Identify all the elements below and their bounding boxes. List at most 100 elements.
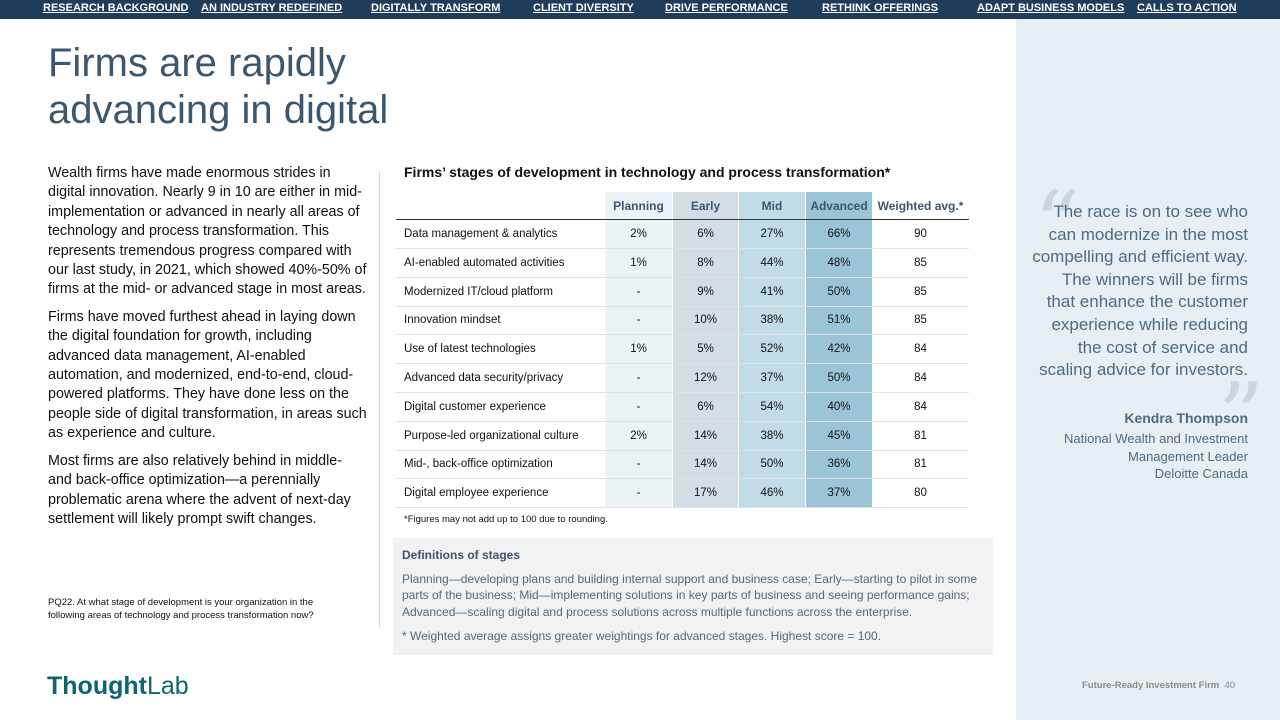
table-cell: 37% (760, 372, 784, 384)
table-cell: 38% (760, 429, 784, 442)
table-cell: 14% (693, 429, 718, 442)
row-label: Purpose-led organizational culture (404, 429, 579, 442)
table-cell: 85 (914, 314, 927, 327)
page-number: 40 (1224, 680, 1236, 691)
table-row: Modernized IT/cloud platform - 9% 41% 50% 85 (396, 278, 969, 307)
table-title: Firms’ stages of development in technolo… (404, 164, 891, 180)
table-cell: 36% (827, 458, 851, 471)
table-cell: 84 (914, 372, 927, 384)
intro-paragraph-2: Firms have moved furthest ahead in layin… (48, 308, 367, 442)
top-nav: RESEARCH BACKGROUND AN INDUSTRY REDEFINE… (0, 0, 1280, 19)
survey-question: PQ22. At what stage of development is yo… (48, 597, 314, 621)
table-row: Data management & analytics 2% 6% 27% 66% 90 (396, 220, 969, 249)
nav-an-industry-redefined[interactable]: AN INDUSTRY REDEFINED (201, 2, 343, 14)
nav-research-background[interactable]: RESEARCH BACKGROUND (43, 2, 189, 14)
row-label: Advanced data security/privacy (404, 372, 564, 384)
row-label: Digital customer experience (404, 400, 546, 413)
table-cell: 84 (914, 400, 927, 413)
table-cell: 52% (760, 343, 784, 356)
table-cell: 48% (827, 256, 851, 269)
table-cell: 5% (697, 343, 714, 356)
quote-side-panel (1016, 19, 1280, 720)
table-row: Innovation mindset - 10% 38% 51% 85 (396, 306, 969, 336)
table-cell: 42% (827, 343, 851, 356)
table-cell: 2% (630, 429, 647, 442)
table-cell: 90 (914, 228, 927, 240)
quote-author-org: Deloitte Canada (1154, 466, 1248, 481)
table-cell: 38% (760, 314, 784, 327)
table-cell: 51% (827, 314, 851, 327)
intro-paragraph-1: Wealth firms have made enormous strides … (48, 165, 367, 298)
page-footer: Future-Ready Investment Firm 40 (1082, 680, 1235, 691)
table-cell: 1% (630, 256, 647, 269)
table-cell: - (636, 458, 641, 471)
nav-digitally-transform[interactable]: DIGITALLY TRANSFORM (371, 2, 501, 14)
nav-rethink-offerings[interactable]: RETHINK OFFERINGS (822, 2, 939, 14)
intro-text: Wealth firms have made enormous strides … (48, 164, 368, 537)
mid-column-bg (739, 192, 805, 508)
quote-author-role: National Wealth and Investment Managemen… (1063, 431, 1248, 464)
row-label: Mid-, back-office optimization (404, 458, 553, 471)
row-label: Use of latest technologies (404, 343, 536, 356)
header-mid: Mid (761, 199, 783, 213)
table-cell: - (636, 285, 641, 298)
thoughtlab-logo: ThoughtLab (47, 672, 189, 700)
table-cell: 27% (760, 228, 784, 240)
table-cell: 85 (914, 256, 927, 269)
open-quote-icon: “ (1034, 172, 1081, 277)
footer-title: Future-Ready Investment Firm (1082, 680, 1220, 691)
table-cell: - (636, 372, 641, 384)
table-cell: 6% (697, 228, 714, 240)
quote-author-details: National Wealth and Investment Managemen… (1032, 430, 1248, 483)
table-cell: - (636, 314, 641, 327)
nav-drive-performance[interactable]: DRIVE PERFORMANCE (665, 2, 788, 14)
table-cell: 17% (693, 487, 718, 500)
rounding-note: *Figures may not add up to 100 due to ro… (404, 514, 608, 525)
row-label: Modernized IT/cloud platform (404, 285, 553, 298)
early-column-bg (673, 192, 738, 508)
table-cell: 44% (760, 256, 784, 269)
advanced-column-bg (806, 192, 872, 508)
table-cell: 8% (697, 256, 714, 269)
nav-calls-to-action[interactable]: CALLS TO ACTION (1137, 2, 1237, 14)
table-cell: 12% (693, 372, 718, 384)
table-row: Purpose-led organizational culture 2% 14% 3… (396, 422, 969, 451)
planning-column-bg (605, 192, 672, 508)
table-cell: 50% (827, 372, 851, 384)
table-cell: 81 (914, 458, 927, 471)
header-early: Early (690, 199, 721, 213)
table-cell: 14% (693, 458, 718, 471)
table-cell: 50% (827, 285, 851, 298)
table-cell: 9% (697, 285, 714, 298)
table-cell: 46% (760, 487, 784, 500)
table-header: Planning Early Mid Advanced Weighted avg… (396, 192, 969, 220)
nav-client-diversity[interactable]: CLIENT DIVERSITY (533, 2, 634, 14)
header-weighted-avg: Weighted avg.* (877, 199, 964, 213)
table-row: Use of latest technologies 1% 5% 52% 42% 84 (396, 335, 969, 365)
table-cell: 10% (693, 314, 718, 327)
row-label: Digital employee experience (404, 487, 549, 500)
table-cell: 80 (914, 487, 927, 500)
nav-adapt-business-models[interactable]: ADAPT BUSINESS MODELS (977, 2, 1125, 14)
column-divider (379, 172, 380, 627)
table-cell: 2% (630, 228, 647, 240)
row-label: Innovation mindset (404, 314, 501, 327)
table-cell: 81 (914, 429, 927, 442)
row-label: Data management & analytics (404, 228, 558, 240)
intro-paragraph-3: Most firms are also relatively behind in… (48, 452, 351, 527)
header-advanced: Advanced (810, 199, 868, 213)
definitions-heading: Definitions of stages (402, 548, 521, 562)
page-title: Firms are rapidly advancing in digital (48, 41, 389, 132)
header-planning: Planning (613, 199, 664, 213)
table-row: AI-enabled automated activities 1% 8% 44% 48… (396, 249, 969, 278)
table-cell: 37% (827, 487, 851, 500)
table-cell: 84 (914, 343, 927, 356)
row-label: AI-enabled automated activities (404, 256, 565, 269)
table-cell: 45% (827, 429, 851, 442)
table-row: Mid-, back-office optimization - 14% 50% 36%… (396, 450, 969, 480)
table-row: Digital customer experience - 6% 54% 40% 84 (396, 393, 969, 422)
definitions-box: Definitions of stages Planning—developin… (393, 538, 993, 655)
table-cell: 85 (914, 285, 927, 298)
table-cell: - (636, 400, 641, 413)
table-cell: 1% (630, 343, 647, 356)
